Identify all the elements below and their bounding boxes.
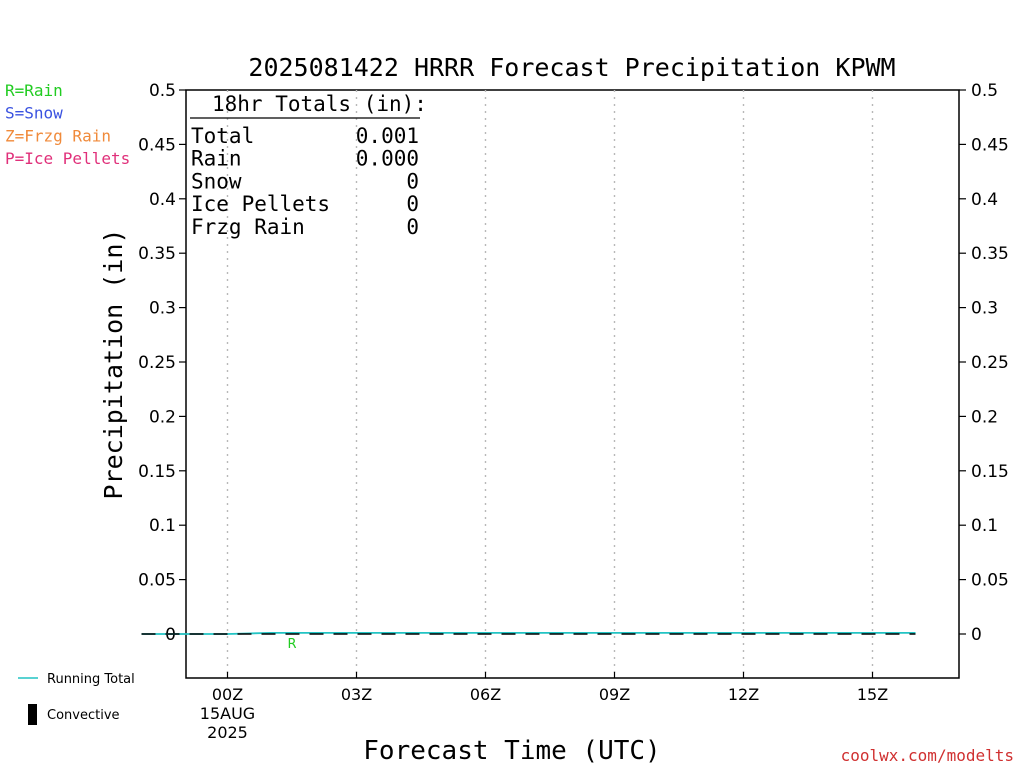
y-tick-label-left: 0.5 (149, 81, 176, 101)
x-axis-label: Forecast Time (UTC) (363, 736, 660, 766)
y-axis: 0 00.05 0.050.1 0.10.15 0.150.2 0.20.25 0.250.… (138, 81, 1009, 645)
totals-row-value: 0 (406, 169, 419, 193)
y-tick-label-right: 0.35 (971, 244, 1009, 264)
ptype-legend-item: P=Ice Pellets (5, 149, 130, 168)
totals-row-value: 0.001 (356, 124, 419, 148)
legend-label: Convective (47, 708, 120, 723)
x-tick-date: 15AUG (200, 704, 255, 723)
legend-swatch-convective (28, 704, 37, 725)
line-legend: Running Total Convective (18, 672, 135, 725)
x-tick-label: 00Z (212, 685, 243, 704)
ptype-legend-item: S=Snow (5, 104, 63, 123)
y-tick-label-left: 0.45 (138, 135, 176, 155)
ptype-markers: R (287, 637, 296, 652)
y-tick-label-left: 0.2 (149, 407, 176, 427)
y-tick-label-left: 0.1 (149, 516, 176, 536)
y-tick-label-left: 0.35 (138, 244, 176, 264)
y-tick-label-right: 0.4 (971, 190, 998, 210)
totals-row-label: Snow (191, 169, 242, 193)
y-tick-label-right: 0.1 (971, 516, 998, 536)
totals-header: 18hr Totals (in): (212, 92, 427, 116)
totals-row-value: 0 (406, 192, 419, 216)
ptype-legend: R=Rain S=Snow Z=Frzg Rain P=Ice Pellets (5, 81, 130, 168)
y-tick-label-right: 0.2 (971, 407, 998, 427)
x-tick-label: 09Z (599, 685, 630, 704)
y-tick-label-left: 0.4 (149, 190, 176, 210)
y-tick-label-left: 0.25 (138, 353, 176, 373)
legend-label: Running Total (47, 672, 135, 687)
totals-box: 18hr Totals (in): Total 0.001 Rain 0.000 Sno… (190, 92, 427, 239)
totals-row-value: 0.000 (356, 147, 419, 171)
x-tick-year: 2025 (207, 723, 248, 742)
vertical-grid (226, 90, 874, 678)
x-tick-label: 03Z (341, 685, 372, 704)
totals-row-label: Frzg Rain (191, 215, 305, 239)
ptype-legend-item: Z=Frzg Rain (5, 126, 111, 145)
ptype-marker: R (287, 637, 296, 652)
y-tick-label-right: 0.25 (971, 353, 1009, 373)
chart-title: 2025081422 HRRR Forecast Precipitation K… (248, 53, 895, 82)
y-tick-label-left: 0.15 (138, 462, 176, 482)
y-tick-label-right: 0.05 (971, 571, 1009, 591)
x-tick-label: 15Z (857, 685, 888, 704)
y-tick-label-right: 0.45 (971, 135, 1009, 155)
x-tick-label: 06Z (470, 685, 501, 704)
totals-row-value: 0 (406, 215, 419, 239)
y-axis-label: Precipitation (in) (99, 229, 128, 500)
credit-text: coolwx.com/modelts (841, 746, 1014, 765)
series (141, 632, 916, 635)
y-tick-label-right: 0.3 (971, 299, 998, 319)
y-tick-label-left: 0.3 (149, 299, 176, 319)
y-tick-label-right: 0.5 (971, 81, 998, 101)
series-line-running-total (141, 632, 916, 635)
totals-row-label: Ice Pellets (191, 192, 330, 216)
x-tick-label: 12Z (728, 685, 759, 704)
y-tick-label-right: 0.15 (971, 462, 1009, 482)
y-tick-label-right: 0 (971, 625, 982, 645)
y-tick-label-left: 0 (165, 625, 176, 645)
ptype-legend-item: R=Rain (5, 81, 63, 100)
totals-row-label: Total (191, 124, 254, 148)
y-tick-label-left: 0.05 (138, 571, 176, 591)
plot-frame (185, 89, 960, 679)
totals-row-label: Rain (191, 147, 242, 171)
